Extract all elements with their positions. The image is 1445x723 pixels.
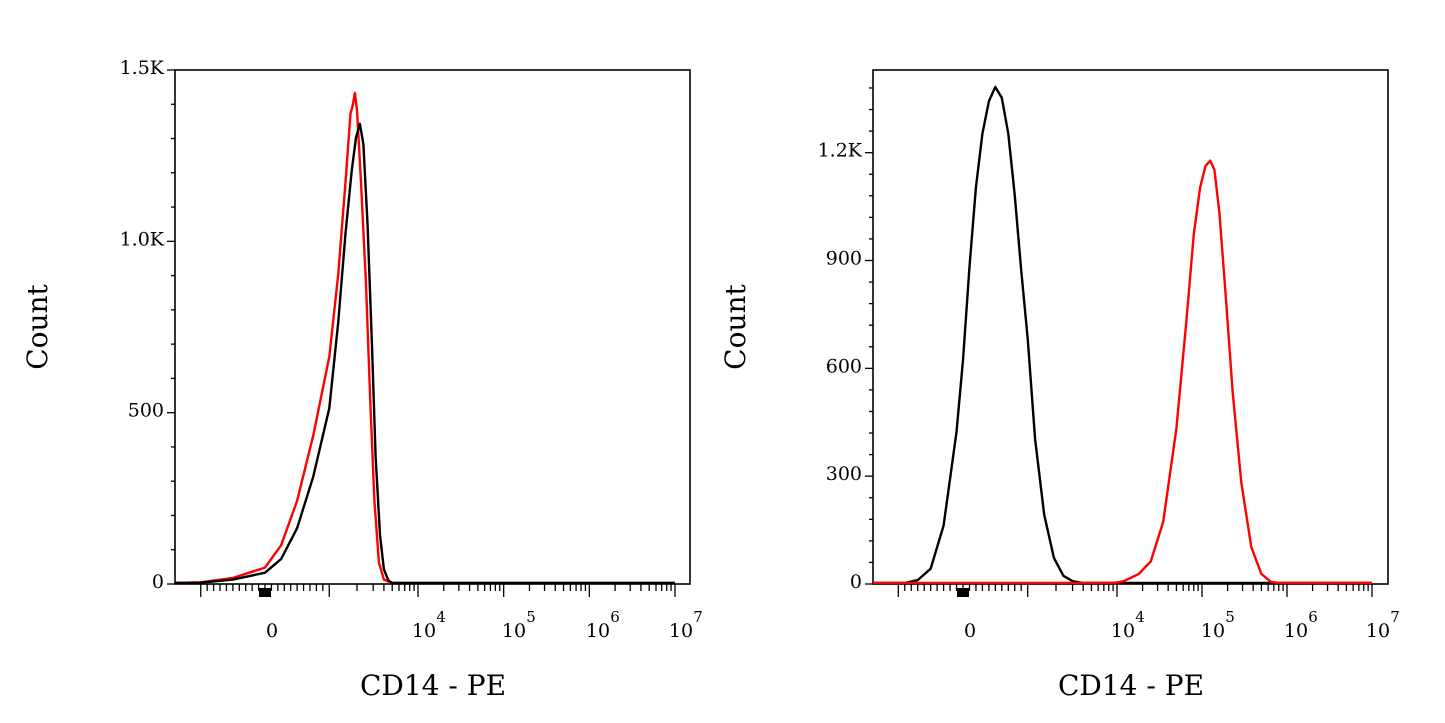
x-tick-exponent: 5 xyxy=(526,608,536,626)
histogram-series-black xyxy=(873,85,1372,584)
x-tick-label: 10 xyxy=(502,620,526,642)
plot-frame xyxy=(174,69,691,585)
y-tick-label: 0 xyxy=(850,571,862,593)
y-tick-label: 1.0K xyxy=(120,228,165,250)
x-tick-exponent: 6 xyxy=(1308,608,1318,626)
x-axis-title: CD14 - PE xyxy=(360,669,506,702)
y-tick-label: 600 xyxy=(826,355,862,377)
x-tick-label: 10 xyxy=(1111,620,1135,642)
x-tick-label: 10 xyxy=(1366,620,1390,642)
y-axis-title: Count xyxy=(719,283,752,369)
x-tick-label: 10 xyxy=(1201,620,1225,642)
x-tick-label: 0 xyxy=(964,620,976,642)
x-tick-exponent: 4 xyxy=(436,608,446,626)
x-tick-label: 10 xyxy=(669,620,693,642)
x-tick-exponent: 6 xyxy=(610,608,620,626)
histogram-series-red xyxy=(175,91,675,584)
x-tick-exponent: 4 xyxy=(1135,608,1145,626)
y-tick-label: 1.5K xyxy=(120,57,165,79)
y-axis-title: Count xyxy=(21,283,54,369)
x-tick-exponent: 7 xyxy=(693,608,703,626)
x-tick-exponent: 5 xyxy=(1225,608,1235,626)
x-tick-label: 10 xyxy=(586,620,610,642)
y-tick-label: 1.2K xyxy=(818,140,863,162)
x-tick-label: 0 xyxy=(266,620,278,642)
y-tick-label: 0 xyxy=(152,571,164,593)
x-zero-marker xyxy=(259,588,271,597)
x-axis-title: CD14 - PE xyxy=(1058,669,1204,702)
plot-frame xyxy=(872,69,1389,585)
histogram-series-black xyxy=(175,122,675,584)
y-tick-label: 300 xyxy=(826,463,862,485)
histogram-series-red xyxy=(873,159,1372,584)
x-zero-marker xyxy=(957,588,969,597)
y-tick-label: 900 xyxy=(826,248,862,270)
x-tick-exponent: 7 xyxy=(1390,608,1400,626)
y-tick-label: 500 xyxy=(128,400,164,422)
x-tick-label: 10 xyxy=(412,620,436,642)
x-tick-label: 10 xyxy=(1284,620,1308,642)
